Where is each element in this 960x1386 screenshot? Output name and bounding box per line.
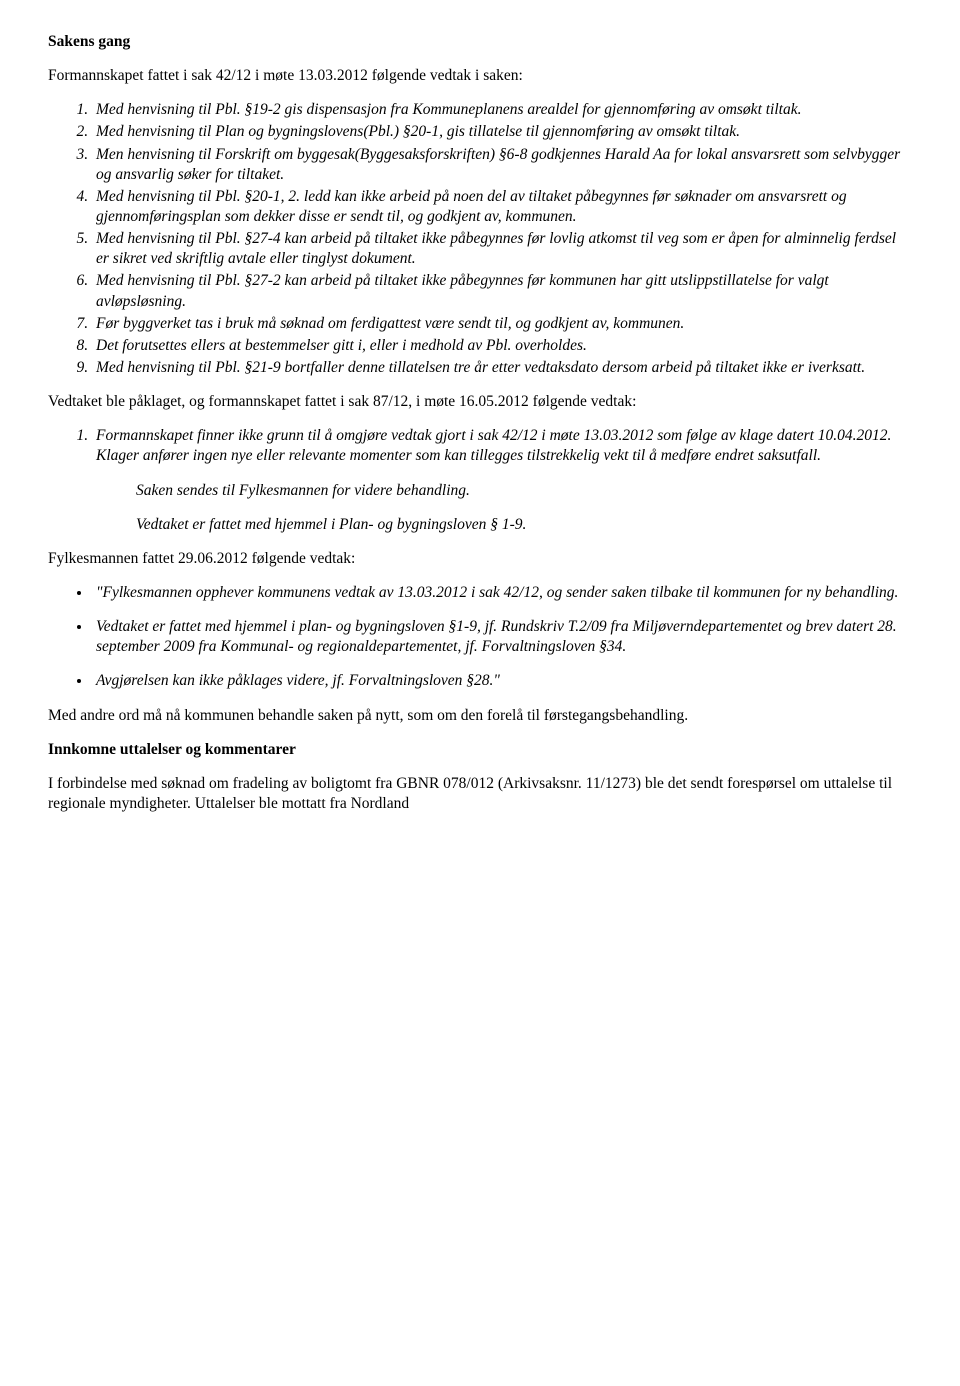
list-item: Formannskapet finner ikke grunn til å om… [92, 426, 912, 466]
indented-paragraph-1: Saken sendes til Fylkesmannen for videre… [136, 481, 912, 501]
intro-paragraph-3: Fylkesmannen fattet 29.06.2012 følgende … [48, 549, 912, 569]
vedtak-list-2: Formannskapet finner ikke grunn til å om… [48, 426, 912, 466]
intro-paragraph-2: Vedtaket ble påklaget, og formannskapet … [48, 392, 912, 412]
list-item: Med henvisning til Pbl. §21-9 bortfaller… [92, 358, 912, 378]
list-item: Før byggverket tas i bruk må søknad om f… [92, 314, 912, 334]
section-heading-sakens-gang: Sakens gang [48, 32, 912, 52]
vedtak-list-1: Med henvisning til Pbl. §19-2 gis dispen… [48, 100, 912, 378]
body-paragraph-2: I forbindelse med søknad om fradeling av… [48, 774, 912, 814]
fylkesmannen-list: "Fylkesmannen opphever kommunens vedtak … [48, 583, 912, 692]
list-item: Med henvisning til Pbl. §27-2 kan arbeid… [92, 271, 912, 311]
list-item: Det forutsettes ellers at bestemmelser g… [92, 336, 912, 356]
list-item: Avgjørelsen kan ikke påklages videre, jf… [92, 671, 912, 691]
list-item: Med henvisning til Plan og bygningsloven… [92, 122, 912, 142]
body-paragraph-1: Med andre ord må nå kommunen behandle sa… [48, 706, 912, 726]
list-item: Med henvisning til Pbl. §19-2 gis dispen… [92, 100, 912, 120]
indented-paragraph-2: Vedtaket er fattet med hjemmel i Plan- o… [136, 515, 912, 535]
intro-paragraph-1: Formannskapet fattet i sak 42/12 i møte … [48, 66, 912, 86]
list-item: Vedtaket er fattet med hjemmel i plan- o… [92, 617, 912, 657]
section-heading-innkomne: Innkomne uttalelser og kommentarer [48, 740, 912, 760]
list-item: "Fylkesmannen opphever kommunens vedtak … [92, 583, 912, 603]
list-item: Med henvisning til Pbl. §27-4 kan arbeid… [92, 229, 912, 269]
list-item: Med henvisning til Pbl. §20-1, 2. ledd k… [92, 187, 912, 227]
list-item: Men henvisning til Forskrift om byggesak… [92, 145, 912, 185]
